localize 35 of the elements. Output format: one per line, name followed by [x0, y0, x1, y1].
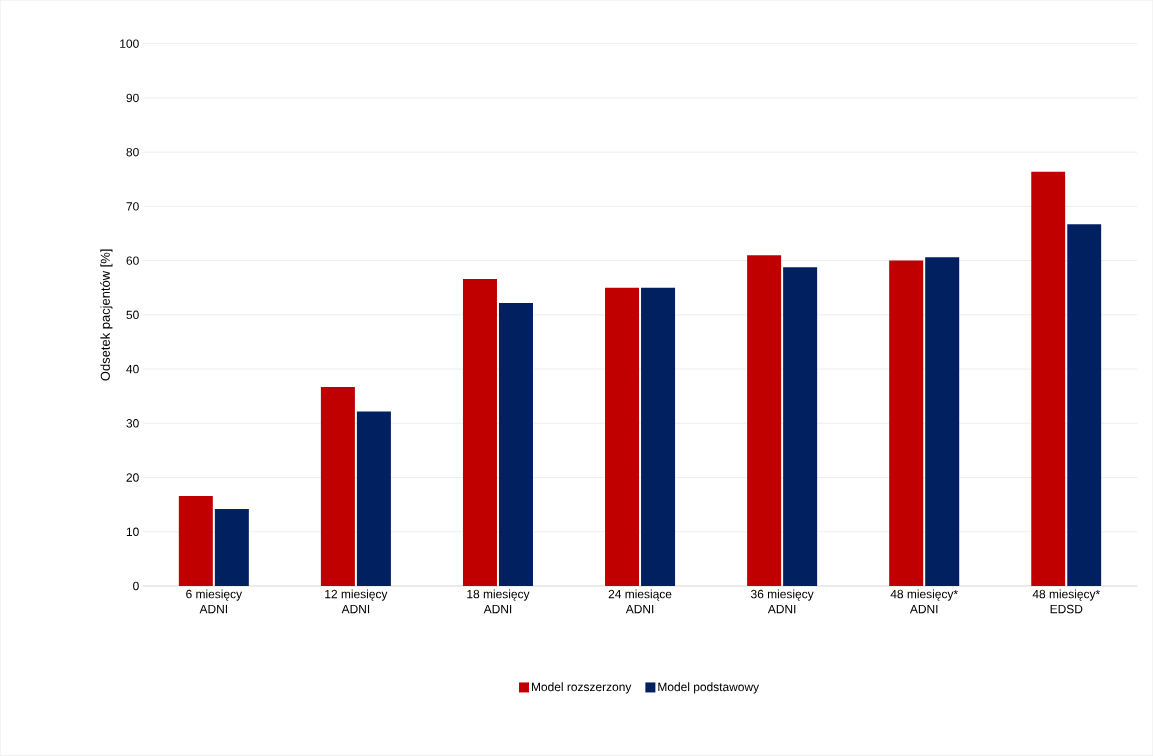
- x-tick-label: 12 miesięcy ADNI: [325, 589, 388, 614]
- y-tick-label: 90: [126, 93, 139, 103]
- legend-label: Model podstawowy: [658, 682, 760, 694]
- legend-label: Model rozszerzony: [531, 682, 632, 694]
- x-tick-label: 24 miesiące ADNI: [608, 589, 672, 614]
- y-tick-label: 20: [126, 473, 139, 482]
- y-axis-title: Odsetek pacjentów [%]: [100, 249, 113, 381]
- bar: [925, 257, 960, 587]
- y-tick-label: 40: [126, 364, 139, 374]
- y-tick-label: 50: [126, 310, 139, 320]
- bar: [889, 260, 924, 587]
- y-tick-label: 30: [126, 419, 139, 428]
- bar: [747, 255, 782, 587]
- y-tick-label: 60: [126, 256, 139, 265]
- x-tick-label: 18 miesięcy ADNI: [467, 589, 530, 614]
- bar: [356, 411, 391, 587]
- y-tick-label: 10: [126, 527, 139, 537]
- x-tick-label: 36 miesięcy ADNI: [751, 589, 814, 614]
- x-tick-label: 6 miesięcy ADNI: [186, 589, 243, 614]
- bar: [178, 496, 213, 587]
- bar: [498, 303, 533, 587]
- y-tick-label: 100: [120, 39, 139, 49]
- bar: [641, 287, 676, 587]
- bar: [462, 279, 497, 587]
- y-tick-label: 80: [126, 148, 139, 157]
- bar: [214, 509, 249, 587]
- y-tick-label: 0: [133, 581, 139, 591]
- bar: [320, 387, 355, 587]
- bar: [605, 287, 640, 587]
- y-tick-label: 70: [126, 202, 139, 211]
- bar: [783, 267, 818, 587]
- x-tick-label: 48 miesięcy* ADNI: [890, 589, 958, 614]
- bar: [1067, 224, 1102, 587]
- x-tick-label: 48 miesięcy* EDSD: [1032, 589, 1100, 614]
- bar: [1031, 171, 1066, 587]
